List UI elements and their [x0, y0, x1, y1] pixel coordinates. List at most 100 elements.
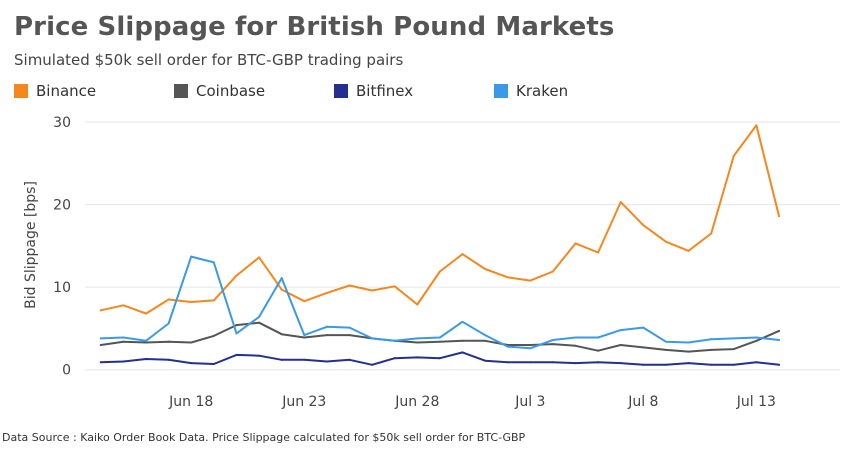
data-point[interactable] — [303, 336, 306, 339]
data-point[interactable] — [506, 345, 509, 348]
legend-item-binance[interactable]: Binance — [14, 82, 96, 100]
data-point[interactable] — [529, 361, 532, 364]
data-point[interactable] — [732, 348, 735, 351]
data-point[interactable] — [258, 315, 261, 318]
data-point[interactable] — [506, 276, 509, 279]
data-point[interactable] — [551, 339, 554, 342]
data-point[interactable] — [235, 274, 238, 277]
data-point[interactable] — [597, 361, 600, 364]
data-point[interactable] — [190, 341, 193, 344]
data-point[interactable] — [303, 300, 306, 303]
data-point[interactable] — [393, 339, 396, 342]
data-point[interactable] — [664, 340, 667, 343]
data-point[interactable] — [348, 334, 351, 337]
data-point[interactable] — [438, 357, 441, 360]
data-point[interactable] — [145, 341, 148, 344]
data-point[interactable] — [122, 340, 125, 343]
data-point[interactable] — [122, 360, 125, 363]
data-point[interactable] — [664, 348, 667, 351]
data-point[interactable] — [122, 304, 125, 307]
data-point[interactable] — [145, 358, 148, 361]
data-point[interactable] — [664, 240, 667, 243]
data-point[interactable] — [99, 343, 102, 346]
data-point[interactable] — [235, 332, 238, 335]
data-point[interactable] — [597, 336, 600, 339]
data-point[interactable] — [416, 341, 419, 344]
data-point[interactable] — [777, 339, 780, 342]
data-point[interactable] — [484, 359, 487, 362]
data-point[interactable] — [755, 339, 758, 342]
data-point[interactable] — [506, 361, 509, 364]
legend-item-bitfinex[interactable]: Bitfinex — [334, 82, 413, 100]
series-line-binance[interactable] — [99, 124, 780, 315]
data-point[interactable] — [642, 363, 645, 366]
data-point[interactable] — [325, 291, 328, 294]
data-point[interactable] — [303, 358, 306, 361]
data-point[interactable] — [710, 363, 713, 366]
data-point[interactable] — [145, 339, 148, 342]
data-point[interactable] — [122, 336, 125, 339]
data-point[interactable] — [167, 340, 170, 343]
data-point[interactable] — [687, 350, 690, 353]
data-point[interactable] — [416, 303, 419, 306]
data-point[interactable] — [212, 362, 215, 365]
data-point[interactable] — [710, 348, 713, 351]
data-point[interactable] — [529, 279, 532, 282]
data-point[interactable] — [438, 340, 441, 343]
data-point[interactable] — [642, 224, 645, 227]
data-point[interactable] — [167, 322, 170, 325]
data-point[interactable] — [416, 337, 419, 340]
data-point[interactable] — [687, 362, 690, 365]
data-point[interactable] — [438, 270, 441, 273]
data-point[interactable] — [710, 338, 713, 341]
data-point[interactable] — [642, 326, 645, 329]
data-point[interactable] — [529, 347, 532, 350]
data-point[interactable] — [348, 358, 351, 361]
data-point[interactable] — [755, 336, 758, 339]
data-point[interactable] — [574, 336, 577, 339]
data-point[interactable] — [212, 261, 215, 264]
data-point[interactable] — [235, 353, 238, 356]
data-point[interactable] — [235, 324, 238, 327]
data-point[interactable] — [348, 326, 351, 329]
data-point[interactable] — [461, 320, 464, 323]
data-point[interactable] — [777, 363, 780, 366]
data-point[interactable] — [732, 337, 735, 340]
data-point[interactable] — [551, 361, 554, 364]
legend-item-kraken[interactable]: Kraken — [494, 82, 568, 100]
data-point[interactable] — [755, 124, 758, 127]
data-point[interactable] — [461, 351, 464, 354]
data-point[interactable] — [325, 334, 328, 337]
data-point[interactable] — [619, 343, 622, 346]
data-point[interactable] — [777, 215, 780, 218]
data-point[interactable] — [145, 312, 148, 315]
data-point[interactable] — [258, 256, 261, 259]
data-point[interactable] — [258, 354, 261, 357]
data-point[interactable] — [484, 334, 487, 337]
data-point[interactable] — [461, 253, 464, 256]
data-point[interactable] — [190, 362, 193, 365]
data-point[interactable] — [348, 284, 351, 287]
data-point[interactable] — [438, 336, 441, 339]
data-point[interactable] — [393, 357, 396, 360]
data-point[interactable] — [190, 255, 193, 258]
data-point[interactable] — [303, 334, 306, 337]
data-point[interactable] — [619, 329, 622, 332]
data-point[interactable] — [258, 321, 261, 324]
data-point[interactable] — [280, 358, 283, 361]
data-point[interactable] — [551, 270, 554, 273]
data-point[interactable] — [710, 232, 713, 235]
data-point[interactable] — [597, 251, 600, 254]
data-point[interactable] — [190, 301, 193, 304]
data-point[interactable] — [732, 154, 735, 157]
data-point[interactable] — [732, 363, 735, 366]
data-point[interactable] — [484, 339, 487, 342]
data-point[interactable] — [687, 341, 690, 344]
data-point[interactable] — [461, 339, 464, 342]
data-point[interactable] — [99, 337, 102, 340]
data-point[interactable] — [574, 362, 577, 365]
data-point[interactable] — [99, 361, 102, 364]
data-point[interactable] — [325, 325, 328, 328]
data-point[interactable] — [755, 361, 758, 364]
data-point[interactable] — [642, 346, 645, 349]
